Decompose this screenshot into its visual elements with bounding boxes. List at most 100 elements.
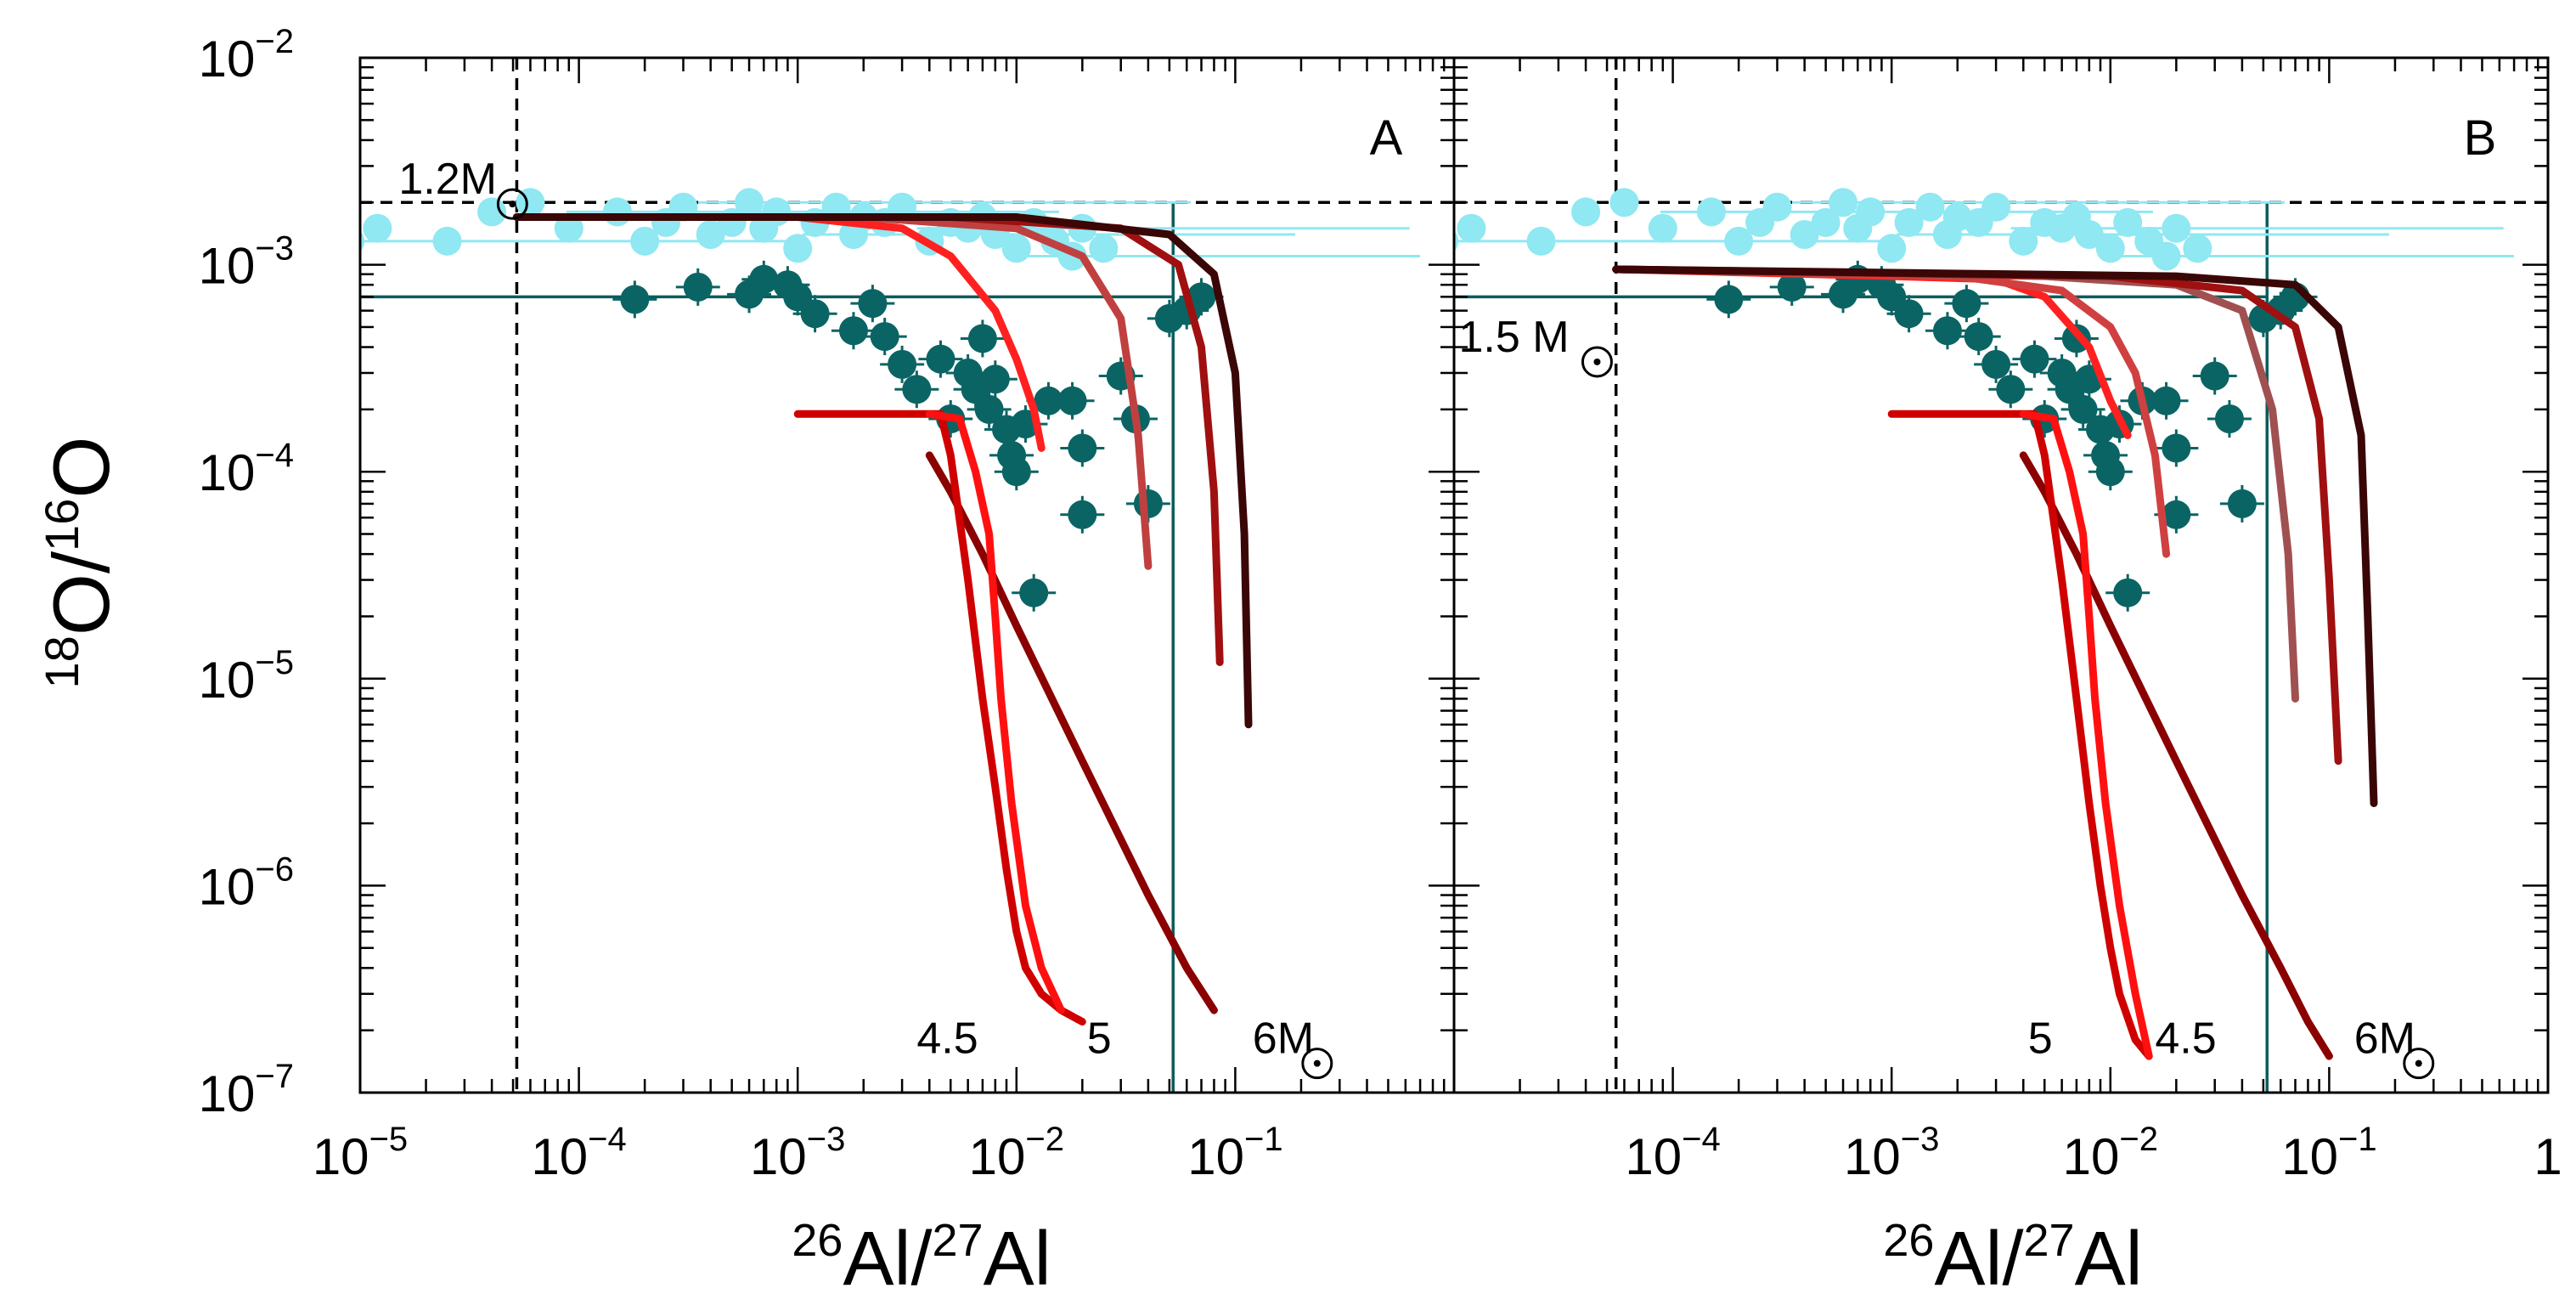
teal-data-point: [902, 375, 932, 404]
y-tick-label-base: 10: [199, 858, 256, 915]
solar-dot: [1593, 358, 1601, 365]
solar-dot: [2415, 1059, 2422, 1067]
x-tick-label-base: 10: [750, 1128, 807, 1185]
teal-data-point: [2162, 500, 2191, 529]
cyan-data-point: [1609, 188, 1639, 218]
x-tick-label: 10−2: [2063, 1121, 2158, 1185]
teal-data-point: [974, 394, 1004, 424]
model-curve: [793, 410, 1086, 1026]
solar-dot: [509, 201, 516, 208]
teal-data-point: [620, 285, 650, 314]
teal-data-point: [1057, 386, 1087, 415]
x-axis-label-b-main2: Al: [2075, 1217, 2143, 1302]
x-tick-label: 10−3: [1844, 1121, 1939, 1185]
x-tick-label-base: 10: [1625, 1128, 1682, 1185]
model-curve: [512, 213, 1253, 729]
x-tick-label: 10−4: [1625, 1121, 1720, 1185]
y-axis-label: 18O/16O: [35, 437, 126, 689]
cyan-data-point: [1981, 192, 2011, 222]
cyan-data-point: [1526, 226, 1556, 256]
cyan-data-point: [1856, 197, 1885, 227]
panel-a: 10−5 10−4 10−3 10−2 10−110−710−610−510−410−3…: [199, 23, 1456, 1185]
cyan-data-point: [1571, 197, 1601, 227]
y-tick-label: 10−6: [199, 850, 294, 915]
x-tick-label: 10−1: [1187, 1121, 1282, 1185]
x-tick-label-base: 10: [969, 1128, 1026, 1185]
x-tick-label-exp: −1: [2338, 1121, 2377, 1158]
x-tick-label-exp: −4: [588, 1121, 627, 1158]
curve-annotation: 4.5: [2155, 1014, 2216, 1064]
y-tick-label-base: 10: [199, 31, 256, 88]
y-tick-label-base: 10: [199, 652, 256, 709]
teal-data-point: [2020, 344, 2049, 374]
cyan-data-point: [1001, 234, 1031, 263]
solar-ring: [496, 188, 528, 220]
cyan-data-point: [696, 220, 725, 250]
curve-annotation: 4.5: [916, 1014, 978, 1064]
teal-data-point: [1001, 457, 1031, 487]
cyan-data-point: [554, 213, 583, 243]
y-tick-label: 10−4: [199, 437, 294, 501]
teal-data-point: [2095, 457, 2125, 487]
model-curve: [925, 451, 1218, 1014]
teal-data-point: [858, 289, 888, 319]
teal-data-point: [2214, 404, 2244, 434]
teal-data-point: [926, 344, 955, 374]
cyan-data-point: [363, 213, 392, 243]
teal-data-point: [1777, 272, 1807, 302]
cyan-data-point: [1457, 213, 1486, 243]
panel-b: 10−4 10−3 10−2 10−1 1B1.5 M5 4.5 6M: [1452, 56, 2562, 1185]
cyan-data-point: [432, 226, 462, 256]
teal-data-point: [980, 364, 1010, 394]
x-tick-label: 10−2: [969, 1121, 1064, 1185]
cyan-data-point: [1089, 234, 1119, 263]
cyan-data-point: [1877, 234, 1907, 263]
y-tick-label: 10−2: [199, 23, 294, 88]
cyan-data-point: [1790, 220, 1819, 250]
teal-data-point: [2200, 361, 2229, 391]
curve-annotation: 6M: [2354, 1014, 2415, 1064]
cyan-data-point: [2151, 241, 2181, 271]
x-tick-label: 10−3: [750, 1121, 845, 1185]
curve-annotation: 1.5 M: [1458, 313, 1569, 362]
plot-area: [360, 58, 1454, 1093]
curve-annotation: 5: [2028, 1014, 2053, 1064]
y-tick-label: 10−7: [199, 1058, 294, 1122]
x-axis-label-a-main1: Al/: [843, 1217, 932, 1302]
y-tick-label-exp: −5: [255, 644, 294, 681]
cyan-data-point: [1829, 188, 1858, 218]
x-axis-label-a-main2: Al: [984, 1217, 1051, 1302]
x-tick-label-exp: −3: [1901, 1121, 1940, 1158]
teal-data-point: [1894, 299, 1924, 329]
teal-data-point: [1133, 489, 1163, 518]
x-tick-label: 10−4: [531, 1121, 626, 1185]
y-axis-label-sup1: 18: [35, 636, 88, 688]
cyan-data-point: [735, 188, 764, 218]
x-tick-label-exp: −5: [369, 1121, 409, 1158]
x-tick-label-base: 10: [313, 1128, 369, 1185]
y-tick-label: 10−3: [199, 230, 294, 295]
cyan-data-point: [783, 234, 813, 263]
teal-data-point: [1068, 433, 1097, 463]
curve-annotation: 5: [1087, 1014, 1112, 1064]
x-tick-label-base: 10: [2063, 1128, 2120, 1185]
cyan-data-point: [1648, 213, 1677, 243]
teal-data-point: [2162, 433, 2191, 463]
y-axis-label-main2: O: [37, 437, 126, 499]
x-tick-label: 1: [2534, 1128, 2562, 1185]
cyan-data-point: [2162, 213, 2191, 243]
y-axis-label-sup2: 16: [35, 499, 88, 551]
teal-data-point: [1714, 285, 1744, 314]
teal-data-point: [1034, 386, 1063, 415]
x-axis-label-a-sup1: 26: [792, 1215, 843, 1266]
teal-data-point: [1996, 375, 2026, 404]
teal-data-point: [1932, 316, 1962, 346]
cyan-data-point: [2074, 220, 2104, 250]
solar-mass-symbol: [1301, 1048, 1333, 1080]
teal-data-point: [2113, 578, 2143, 607]
cyan-data-point: [1724, 226, 1754, 256]
x-tick-label-exp: −3: [807, 1121, 846, 1158]
y-tick-label-exp: −4: [255, 437, 294, 474]
cyan-data-point: [1811, 207, 1840, 237]
y-tick-label-exp: −3: [255, 230, 294, 268]
